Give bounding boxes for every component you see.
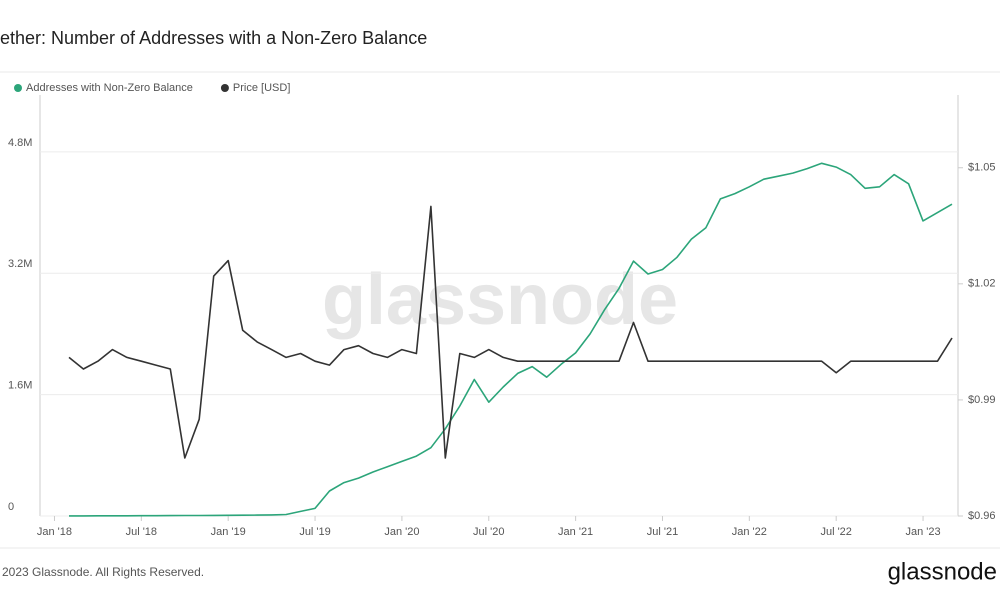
legend-label[interactable]: Addresses with Non-Zero Balance — [26, 82, 193, 94]
y-tick-label: 3.2M — [8, 258, 32, 270]
x-tick-label: Jul '18 — [126, 526, 157, 538]
x-tick-label: Jul '20 — [473, 526, 504, 538]
y-tick-label: 0 — [8, 501, 14, 513]
x-tick-label: Jan '18 — [37, 526, 72, 538]
logo: glassnode — [888, 558, 997, 585]
legend-label[interactable]: Price [USD] — [233, 82, 290, 94]
x-tick-label: Jan '22 — [732, 526, 767, 538]
y2-tick-label: $1.05 — [968, 162, 996, 174]
series-line — [68, 205, 953, 459]
y2-tick-label: $0.99 — [968, 394, 996, 406]
x-tick-label: Jul '21 — [647, 526, 678, 538]
legend-marker[interactable] — [220, 84, 229, 92]
x-tick-label: Jan '19 — [211, 526, 246, 538]
series-line — [69, 162, 953, 517]
y-tick-label: 4.8M — [8, 137, 32, 149]
legend-marker[interactable] — [14, 84, 22, 92]
x-tick-label: Jan '20 — [384, 526, 419, 538]
x-tick-label: Jul '22 — [820, 526, 851, 538]
x-tick-label: Jul '19 — [299, 526, 330, 538]
watermark: glassnode — [322, 260, 678, 340]
x-tick-label: Jan '23 — [905, 526, 940, 538]
y2-tick-label: $0.96 — [968, 510, 996, 522]
copyright: 2023 Glassnode. All Rights Reserved. — [2, 565, 204, 579]
y2-tick-label: $1.02 — [968, 278, 996, 290]
y-tick-label: 1.6M — [8, 380, 32, 392]
x-tick-label: Jan '21 — [558, 526, 593, 538]
chart-title: ether: Number of Addresses with a Non-Ze… — [0, 28, 427, 48]
